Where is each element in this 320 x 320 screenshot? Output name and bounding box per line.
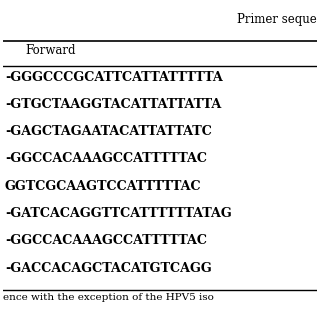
Text: ence with the exception of the HPV5 iso: ence with the exception of the HPV5 iso [3, 293, 214, 302]
Text: Forward: Forward [25, 44, 76, 57]
Text: GGTCGCAAGTCCATTTTTAC: GGTCGCAAGTCCATTTTTAC [5, 180, 201, 193]
Text: Primer seque: Primer seque [237, 12, 317, 26]
Text: -GTGCTAAGGTACATTATTATTA: -GTGCTAAGGTACATTATTATTA [5, 98, 221, 111]
Text: -GATCACAGGTTCATTTTTTATAG: -GATCACAGGTTCATTTTTTATAG [5, 207, 231, 220]
Text: -GGCCACAAAGCCATTTTTAC: -GGCCACAAAGCCATTTTTAC [5, 152, 207, 165]
Text: -GGGCCCGCATTCATTATTTTTA: -GGGCCCGCATTCATTATTTTTA [5, 71, 222, 84]
Text: -GGCCACAAAGCCATTTTTAC: -GGCCACAAAGCCATTTTTAC [5, 234, 207, 247]
Text: -GACCACAGCTACATGTCAGG: -GACCACAGCTACATGTCAGG [5, 262, 212, 275]
Text: -GAGCTAGAATACATTATTATC: -GAGCTAGAATACATTATTATC [5, 125, 212, 138]
